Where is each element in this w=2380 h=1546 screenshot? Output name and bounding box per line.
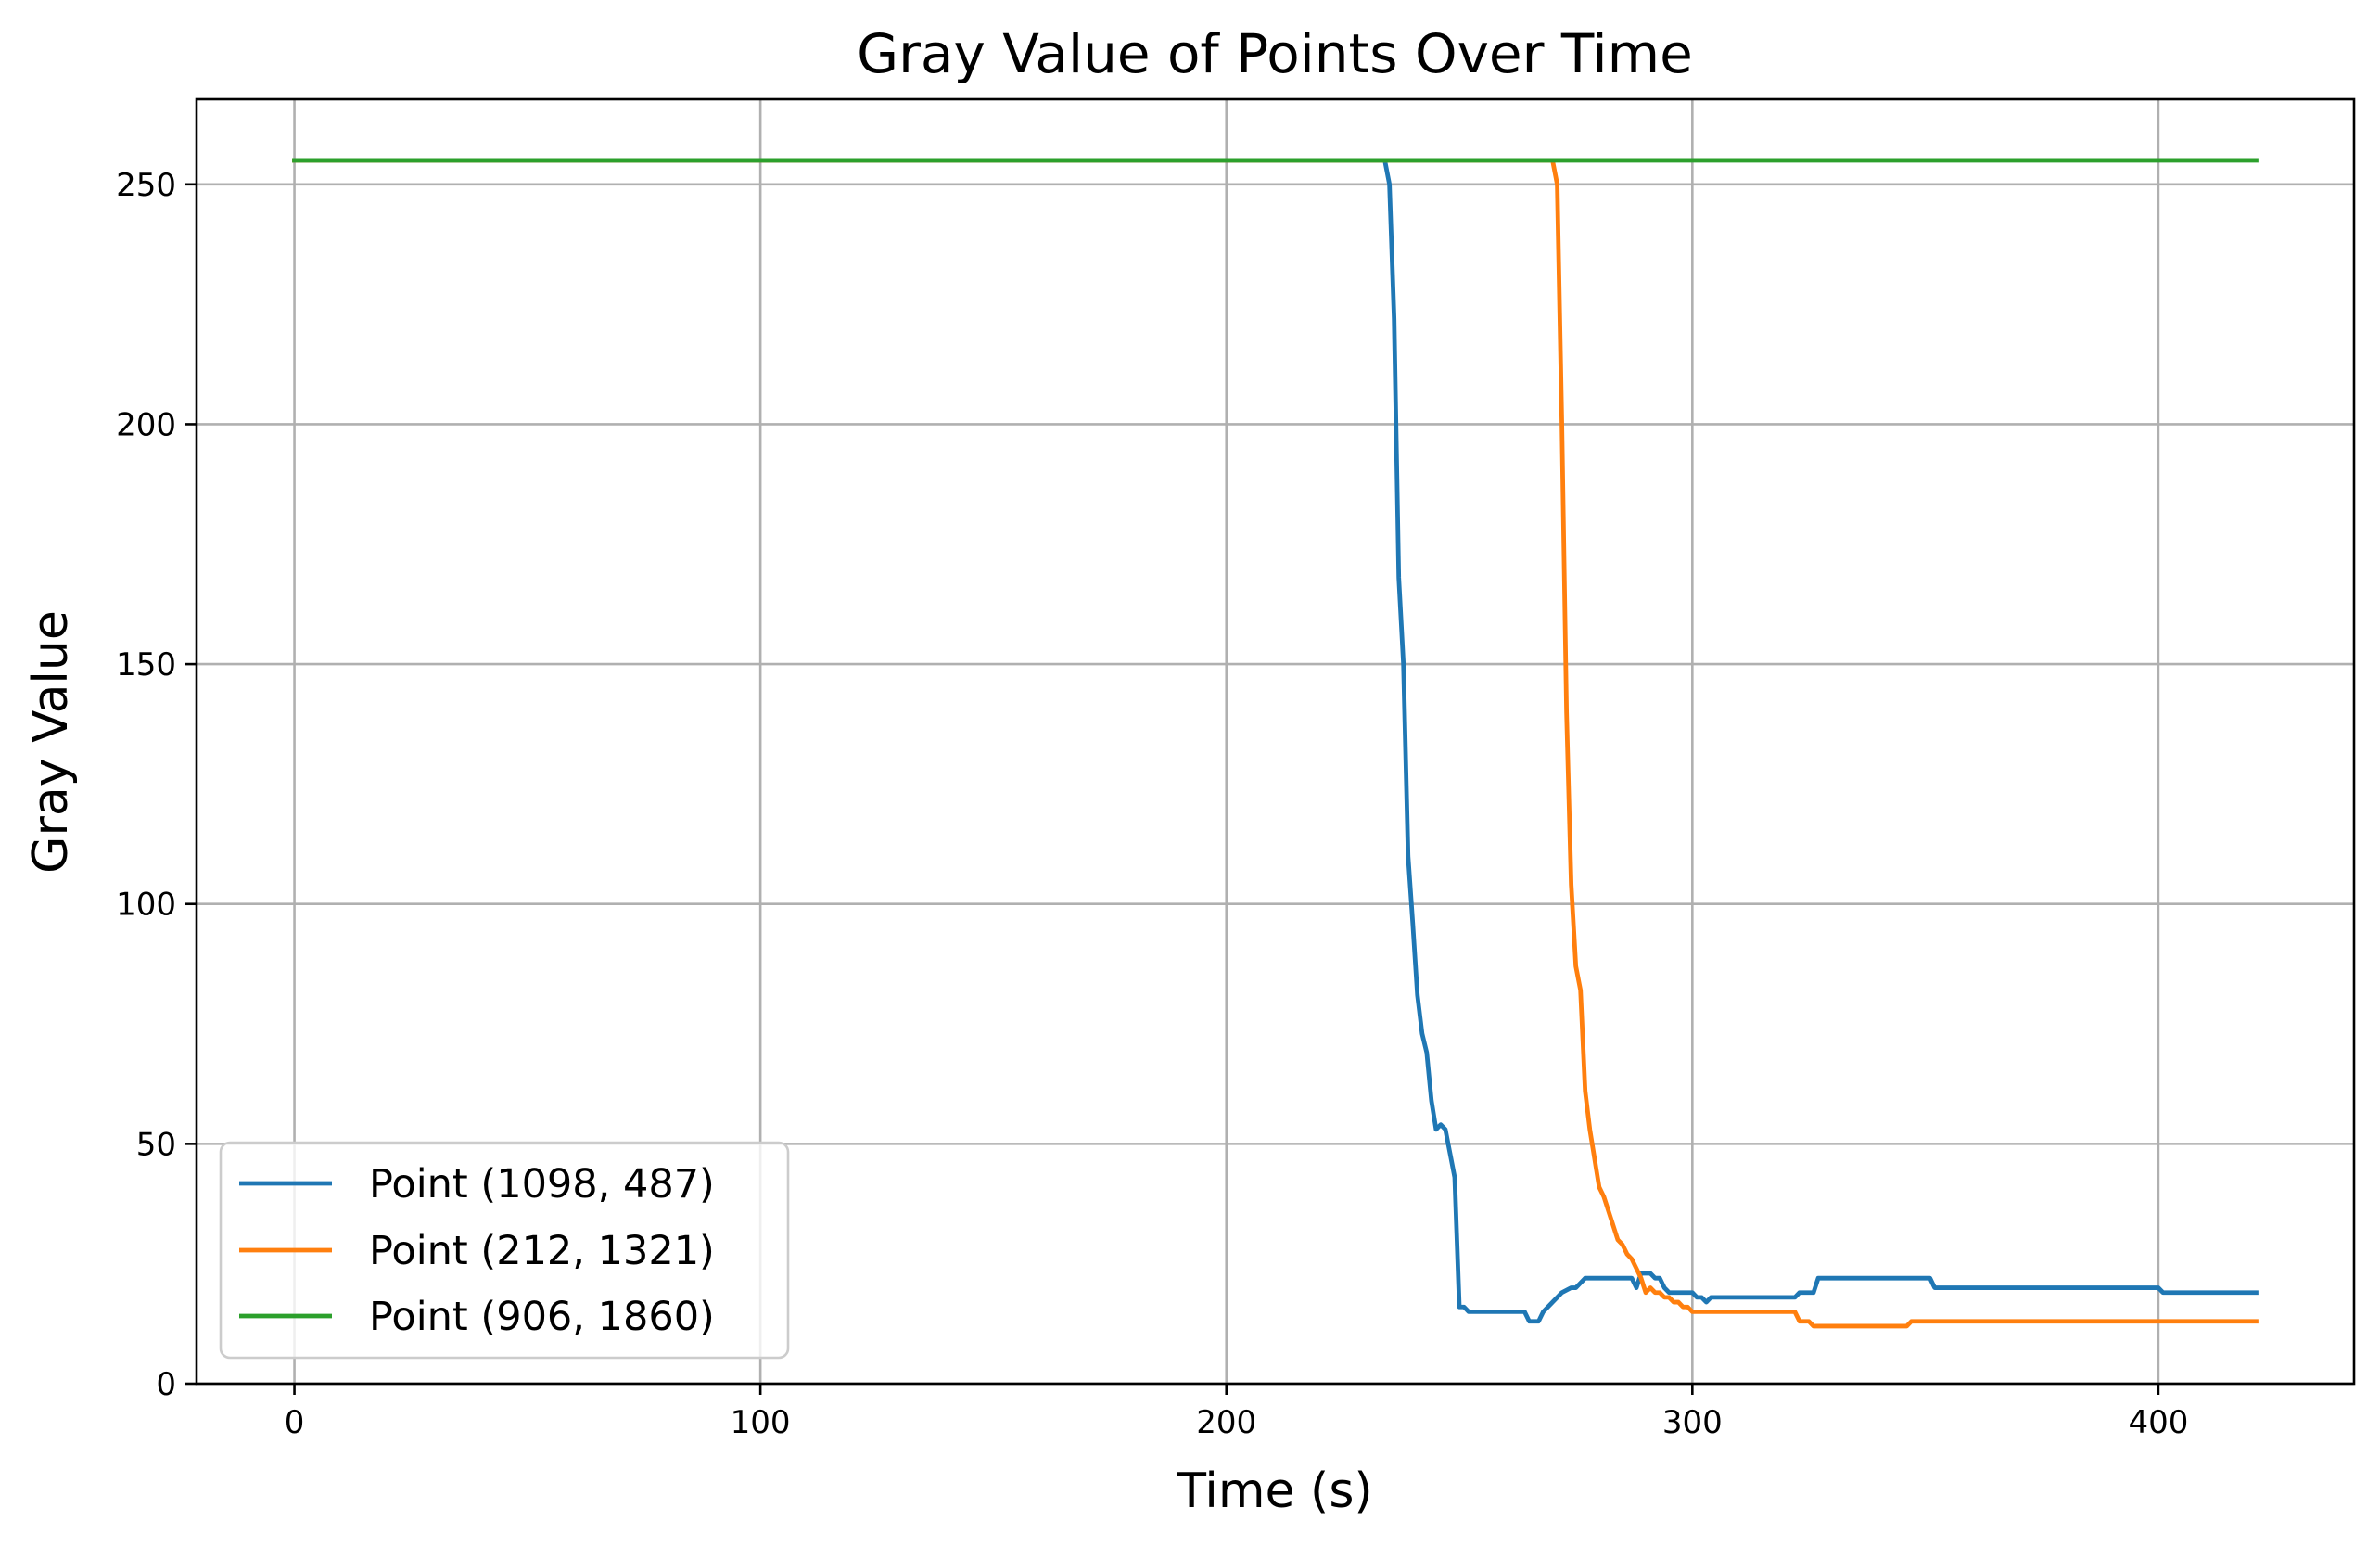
x-tick-label-400: 400 [2128,1404,2188,1441]
y-tick-label-0: 0 [156,1366,176,1403]
x-tick-label-100: 100 [731,1404,791,1441]
plot-frame [195,97,2356,1386]
series-lines [292,158,2259,1329]
y-tick-label-100: 100 [116,887,176,924]
y-tick-label-200: 200 [116,406,176,443]
axis-ticks: 0 100 200 300 400 0 50 100 150 200 250 [116,167,2188,1441]
x-tick-label-0: 0 [285,1404,305,1441]
series-line-1 [292,158,2259,1324]
y-tick-label-150: 150 [116,646,176,684]
x-tick-label-300: 300 [1662,1404,1723,1441]
y-tick-label-250: 250 [116,167,176,204]
series-line-2 [292,158,2259,1329]
y-axis-label: Gray Value [23,610,79,874]
legend-label-series-2: Point (212, 1321) [369,1228,715,1274]
chart-title: Gray Value of Points Over Time [857,22,1693,85]
legend: Point (1098, 487) Point (212, 1321) Poin… [219,1141,790,1360]
legend-label-series-3: Point (906, 1860) [369,1294,715,1340]
grid-lines [197,99,2354,1386]
legend-label-series-1: Point (1098, 487) [369,1161,715,1207]
y-tick-label-50: 50 [136,1126,176,1163]
legend-box [219,1141,790,1360]
x-axis-label: Time (s) [1176,1463,1372,1519]
x-tick-label-200: 200 [1196,1404,1256,1441]
